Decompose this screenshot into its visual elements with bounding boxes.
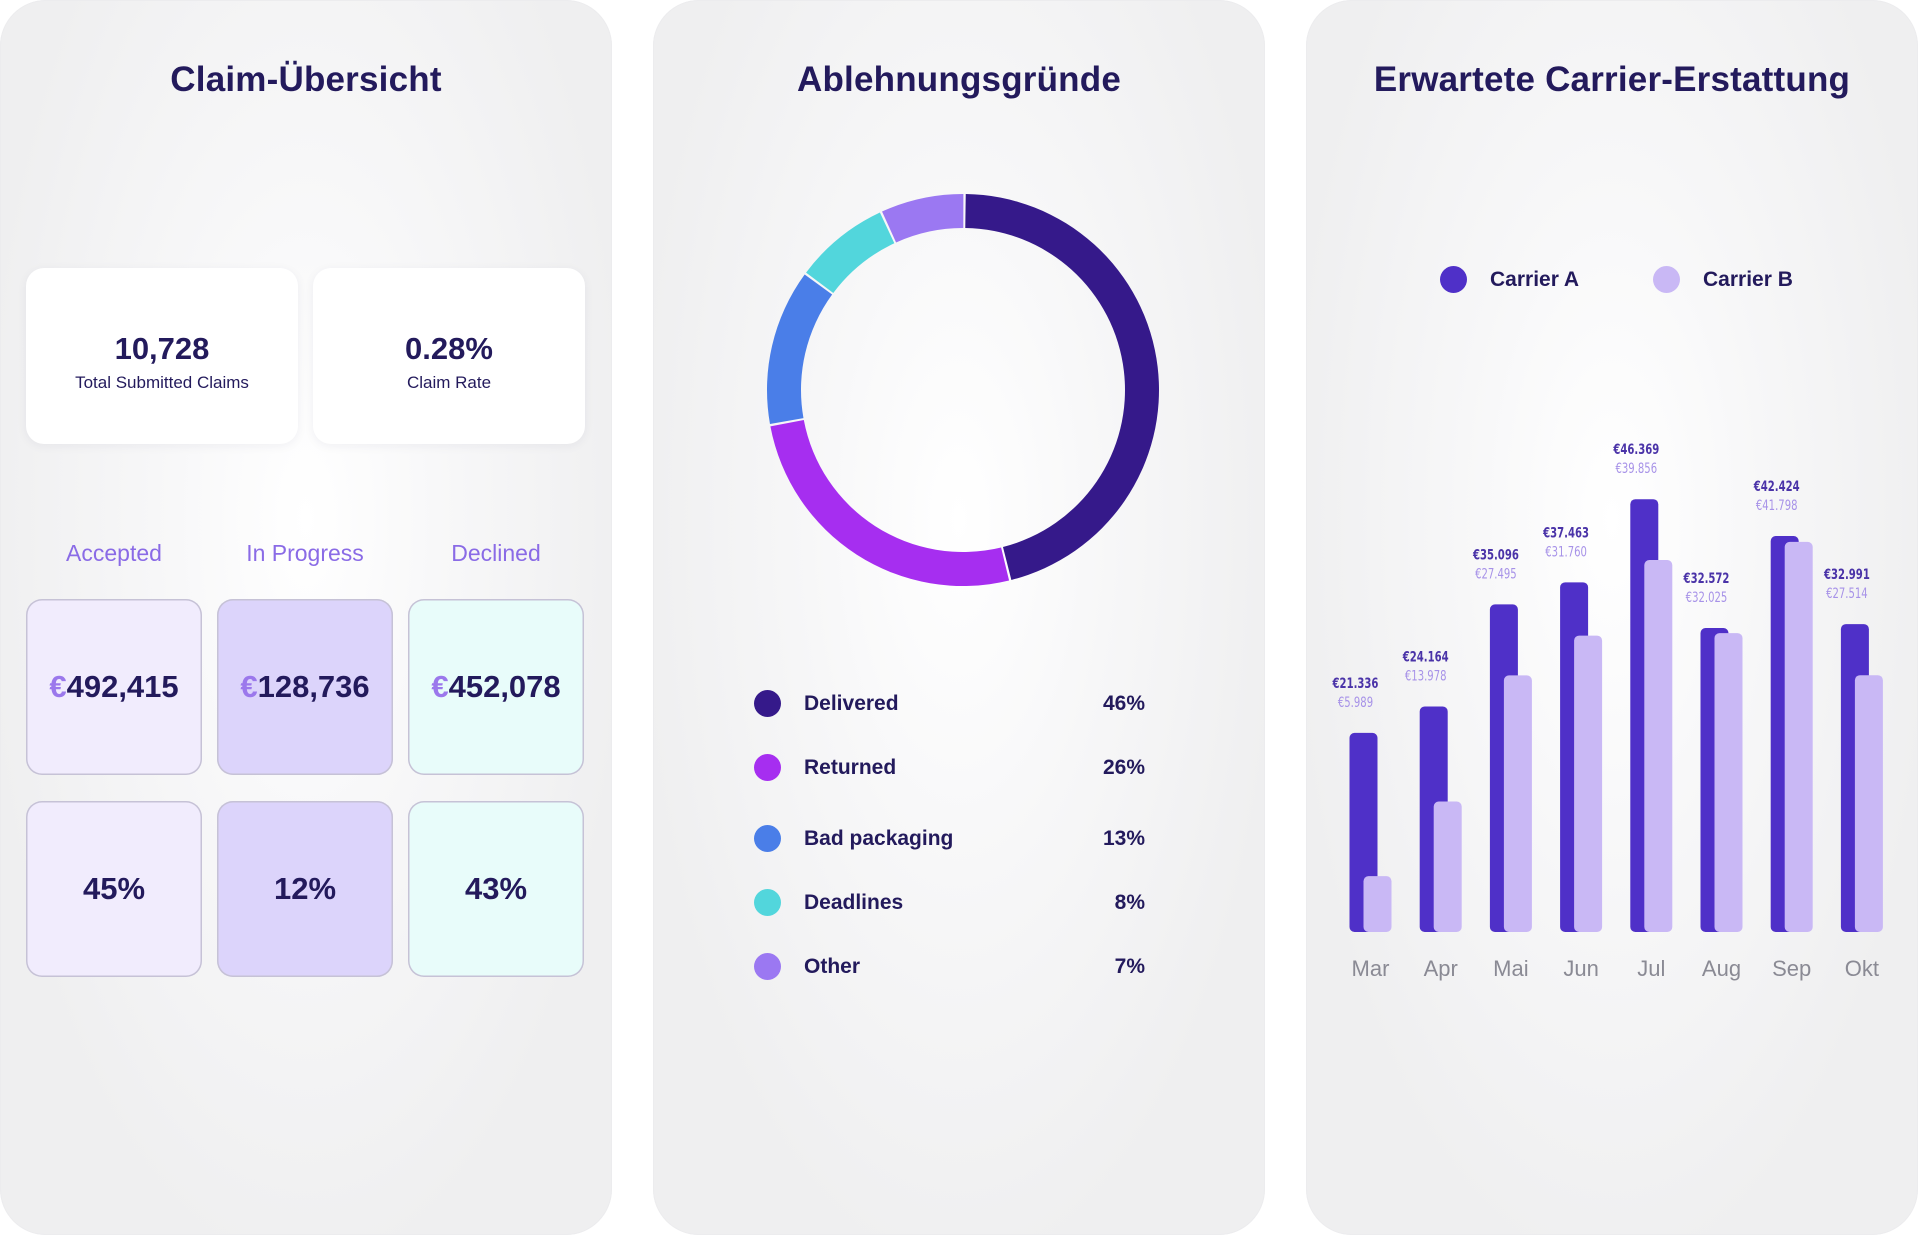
donut-slice-returned <box>770 420 1010 586</box>
legend-label: Returned <box>804 756 897 779</box>
accepted-amount: 492,415 <box>66 669 179 704</box>
legend-item-returned: Returned 26% <box>754 754 1154 784</box>
data-label-carrier-b: €39.856 <box>1615 461 1657 477</box>
currency-symbol: € <box>240 669 258 704</box>
data-label-carrier-b: €5.989 <box>1338 694 1373 710</box>
data-label-carrier-b: €27.495 <box>1475 566 1517 582</box>
x-tick-label: Mai <box>1493 956 1528 981</box>
bar-carrier-b-okt <box>1854 675 1883 932</box>
legend-item-deadlines: Deadlines 8% <box>754 889 1154 919</box>
carrier-refund-bar-chart: €21.336 €5.989 Mar €24.164 €13.978 Apr €35.096… <box>1332 442 1883 981</box>
legend-label: Delivered <box>804 692 899 715</box>
legend-percent: 7% <box>1114 955 1145 978</box>
legend-percent: 26% <box>1102 756 1145 779</box>
carrier-refund-panel: Erwartete Carrier-Erstattung Carrier A C… <box>1306 0 1918 1235</box>
declined-percent-tile: 43% <box>408 801 584 977</box>
donut-slice-deadlines <box>806 212 895 293</box>
bar-carrier-b-jun <box>1574 635 1603 932</box>
legend-label: Other <box>804 955 861 978</box>
x-tick-label: Mar <box>1352 956 1390 981</box>
legend-dot <box>754 889 781 916</box>
data-label-carrier-b: €27.514 <box>1826 585 1868 601</box>
legend-dot <box>1440 266 1467 293</box>
legend-item-other: Other 7% <box>754 953 1154 983</box>
legend-percent: 13% <box>1102 827 1145 850</box>
currency-symbol: € <box>431 669 449 704</box>
claim-rate-label: Claim Rate <box>406 373 492 392</box>
donut-slice-other <box>882 194 964 243</box>
total-claims-value: 10,728 <box>114 331 210 366</box>
claim-overview-panel: Claim-Übersicht 10,728 Total Submitted C… <box>0 0 612 1235</box>
legend-dot <box>754 825 781 852</box>
accepted-amount-tile: €492,415 <box>26 599 202 775</box>
legend-label: Deadlines <box>804 891 904 914</box>
legend-dot <box>754 754 781 781</box>
currency-symbol: € <box>49 669 67 704</box>
rejection-reasons-title: Ablehnungsgründe <box>796 60 1121 99</box>
total-claims-label: Total Submitted Claims <box>75 373 249 392</box>
claim-overview-title: Claim-Übersicht <box>170 60 442 99</box>
x-tick-label: Jul <box>1637 956 1665 981</box>
bar-carrier-b-apr <box>1433 801 1462 932</box>
bar-carrier-b-mai <box>1503 675 1532 932</box>
data-label-carrier-a: €32.991 <box>1823 566 1870 582</box>
legend-label: Carrier B <box>1703 268 1793 291</box>
data-label-carrier-a: €21.336 <box>1332 675 1379 691</box>
declined-heading: Declined <box>451 540 541 566</box>
legend-percent: 46% <box>1102 692 1145 715</box>
data-label-carrier-b: €41.798 <box>1756 497 1798 513</box>
in-progress-percent-tile: 12% <box>217 801 393 977</box>
claim-rate-card: 0.28% Claim Rate <box>313 268 585 444</box>
total-claims-card: 10,728 Total Submitted Claims <box>26 268 298 444</box>
data-label-carrier-a: €24.164 <box>1402 649 1449 665</box>
x-tick-label: Sep <box>1772 956 1811 981</box>
bar-carrier-b-sep <box>1784 541 1813 932</box>
data-label-carrier-a: €46.369 <box>1613 442 1660 458</box>
in-progress-amount: 128,736 <box>257 669 370 704</box>
carrier-refund-title: Erwartete Carrier-Erstattung <box>1373 60 1851 99</box>
bar-carrier-b-aug <box>1714 633 1743 932</box>
bar-carrier-b-mar <box>1363 876 1392 932</box>
claim-rate-value: 0.28% <box>405 331 493 366</box>
legend-percent: 8% <box>1114 891 1145 914</box>
data-label-carrier-b: €32.025 <box>1686 589 1728 605</box>
legend-label: Carrier A <box>1490 268 1580 291</box>
legend-dot <box>1653 266 1680 293</box>
data-label-carrier-a: €32.572 <box>1683 570 1730 586</box>
x-tick-label: Apr <box>1424 956 1458 981</box>
legend-item-bad-packaging: Bad packaging 13% <box>754 825 1154 855</box>
in-progress-heading: In Progress <box>246 540 364 566</box>
data-label-carrier-b: €31.760 <box>1545 544 1587 560</box>
donut-slice-delivered <box>965 194 1159 580</box>
rejection-donut-chart <box>763 190 1163 590</box>
declined-amount-tile: €452,078 <box>408 599 584 775</box>
legend-dot <box>754 953 781 980</box>
data-label-carrier-b: €13.978 <box>1405 668 1447 684</box>
legend-dot <box>754 690 781 717</box>
donut-slice-bad-packaging <box>767 274 833 425</box>
x-tick-label: Okt <box>1845 956 1879 981</box>
accepted-heading: Accepted <box>66 540 162 566</box>
rejection-reasons-panel: Ablehnungsgründe Delivered 46% Returned … <box>653 0 1265 1235</box>
in-progress-amount-tile: €128,736 <box>217 599 393 775</box>
declined-amount: 452,078 <box>448 669 561 704</box>
accepted-percent-tile: 45% <box>26 801 202 977</box>
legend-item-delivered: Delivered 46% <box>754 690 1154 720</box>
x-tick-label: Jun <box>1563 956 1598 981</box>
bar-carrier-b-jul <box>1644 560 1673 932</box>
data-label-carrier-a: €42.424 <box>1753 478 1800 494</box>
legend-label: Bad packaging <box>804 827 954 850</box>
x-tick-label: Aug <box>1702 956 1741 981</box>
data-label-carrier-a: €37.463 <box>1542 525 1589 541</box>
data-label-carrier-a: €35.096 <box>1472 547 1519 563</box>
